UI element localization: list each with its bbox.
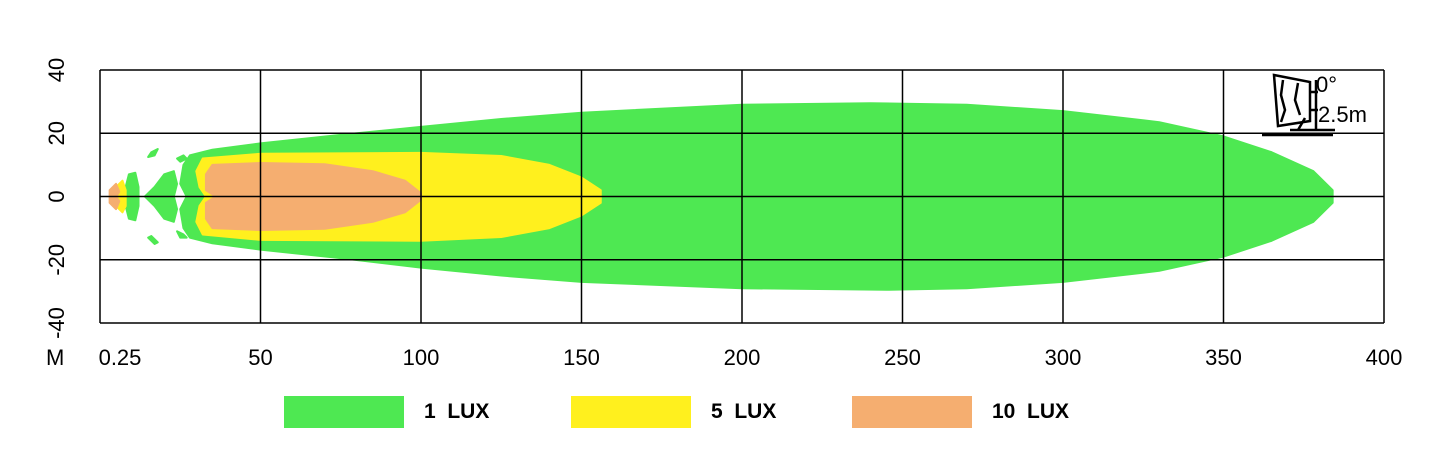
y-tick-label: 40	[44, 58, 69, 82]
legend-label: 10 LUX	[992, 400, 1070, 423]
inset-height: 2.5m	[1318, 102, 1367, 127]
inset-icon	[1262, 73, 1335, 137]
x-tick-label: 0.25	[99, 345, 142, 370]
x-tick-label: 350	[1205, 345, 1242, 370]
legend-label: 1 LUX	[424, 400, 490, 423]
x-axis-label: M	[46, 345, 64, 370]
contour-0-6	[176, 230, 188, 239]
y-tick-label: -40	[44, 307, 69, 339]
legend-item: 5 LUX	[571, 396, 776, 428]
x-tick-label: 400	[1366, 345, 1403, 370]
x-tick-label: 250	[884, 345, 921, 370]
beam-pattern-chart: M 0.25 50 100 150 200 250 300 350 40040200-20-40…	[44, 58, 1403, 370]
contour-0-3	[147, 148, 159, 158]
x-tick-label: 50	[248, 345, 272, 370]
legend-swatch	[571, 396, 691, 428]
legend-item: 10 LUX	[852, 396, 1069, 428]
x-tick-label: 300	[1045, 345, 1082, 370]
x-tick-label: 100	[403, 345, 440, 370]
legend-label: 5 LUX	[711, 400, 777, 423]
contour-0-5	[147, 235, 159, 245]
contour-0-4	[176, 154, 188, 163]
y-tick-label: -20	[44, 244, 69, 276]
x-tick-label: 200	[724, 345, 761, 370]
y-tick-label: 0	[44, 190, 69, 202]
x-tick-label: 150	[563, 345, 600, 370]
inset-angle: 0°	[1316, 72, 1337, 97]
y-tick-label: 20	[44, 121, 69, 145]
legend-item: 1 LUX	[284, 396, 489, 428]
legend-swatch	[284, 396, 404, 428]
legend-swatch	[852, 396, 972, 428]
